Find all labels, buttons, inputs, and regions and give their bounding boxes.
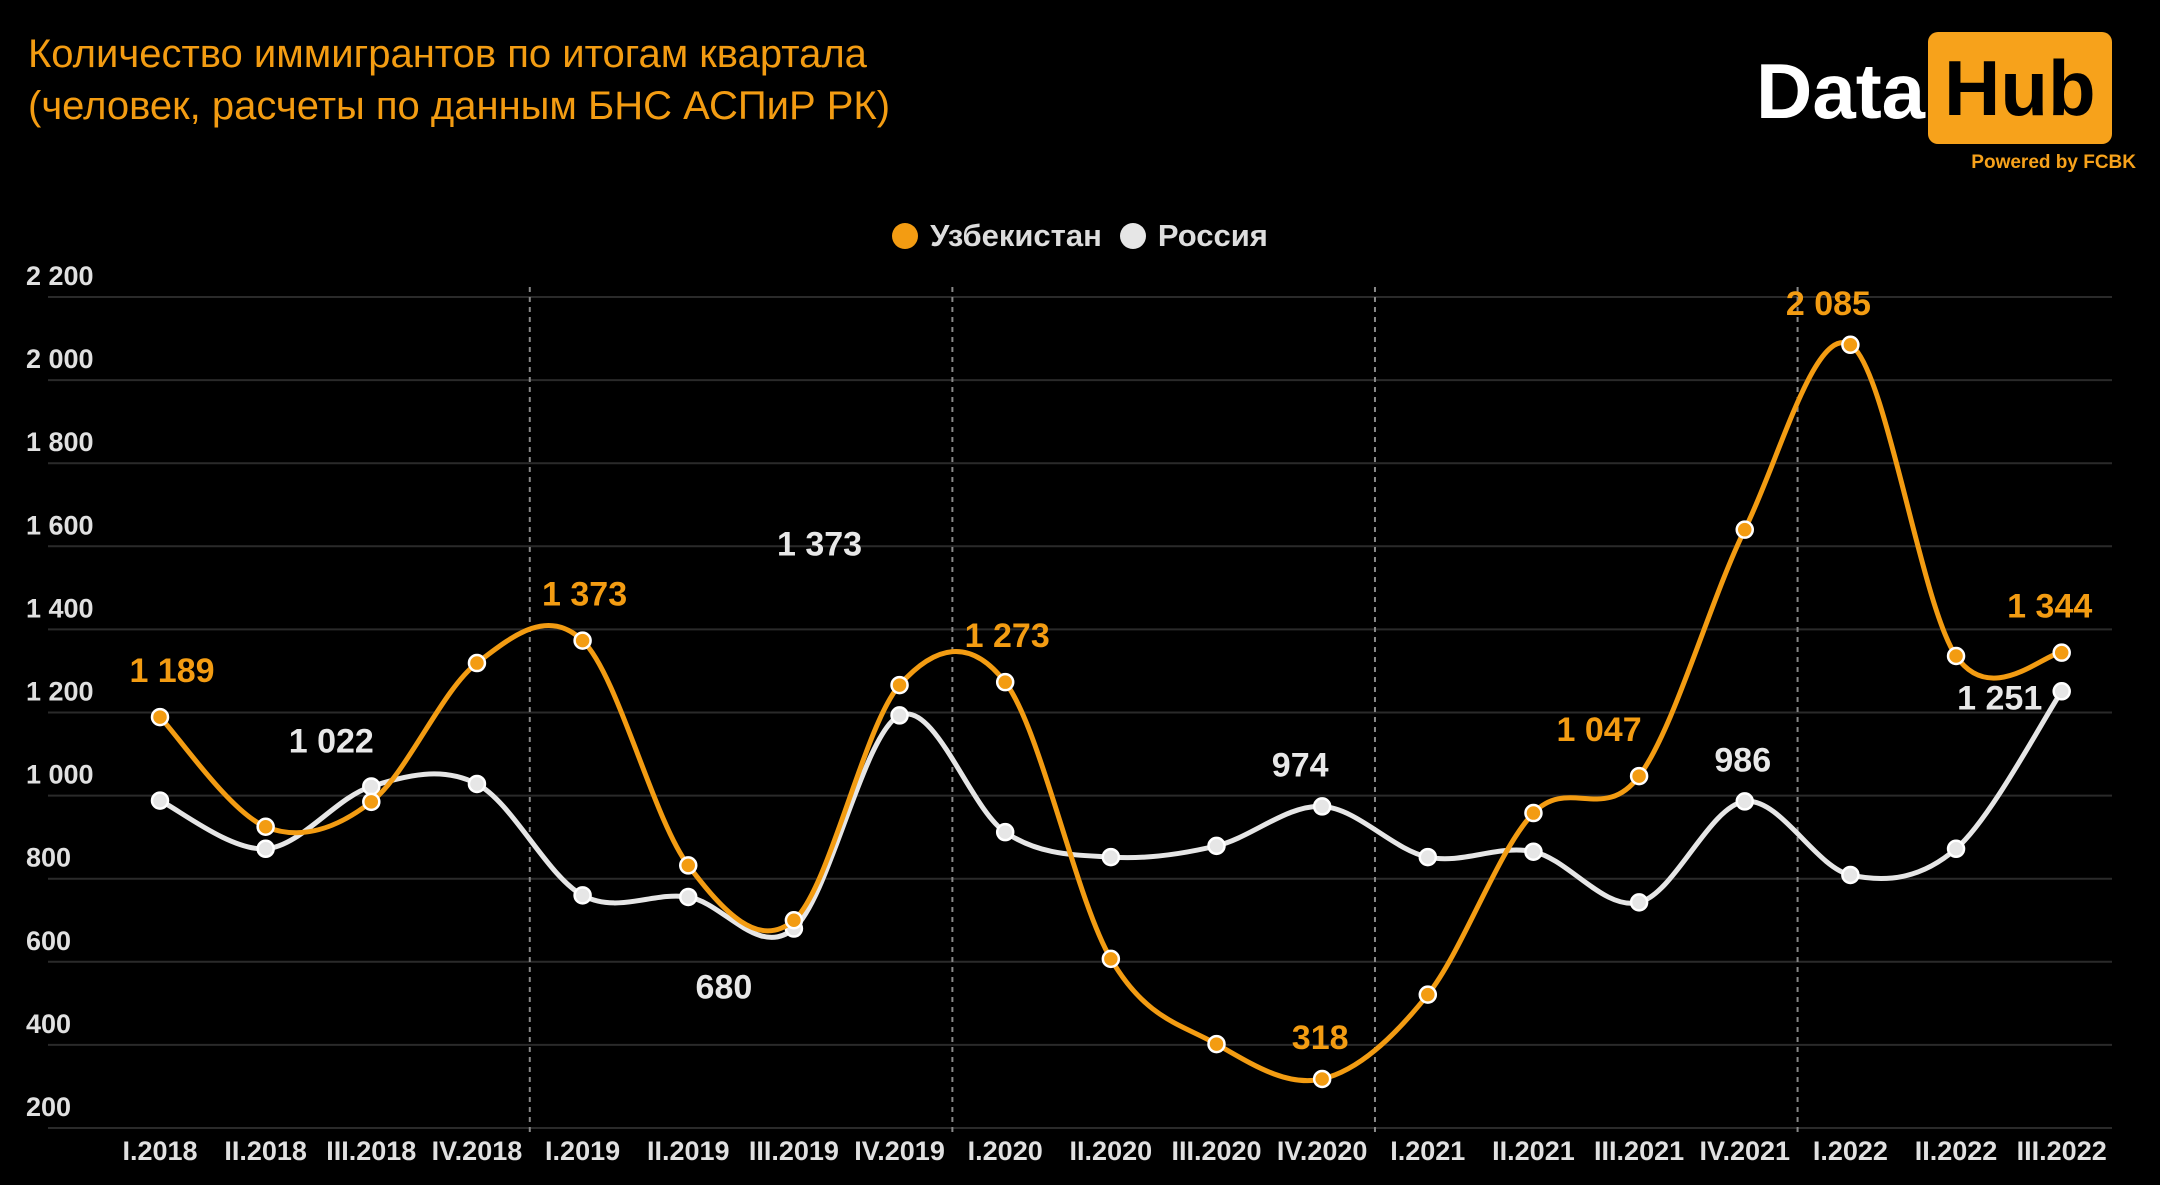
data-point [573, 886, 592, 905]
datahub-logo: Data Hub Powered by FCBK [1756, 28, 2136, 178]
data-point [1418, 985, 1438, 1004]
data-label: 680 [696, 969, 753, 1007]
data-point [150, 707, 170, 727]
legend-item-russia: Россия [1119, 218, 1268, 254]
data-point [467, 653, 487, 673]
data-point [679, 856, 698, 875]
y-tick-label: 800 [26, 843, 71, 873]
y-tick-label: 1 200 [26, 677, 94, 707]
data-point [1629, 766, 1649, 786]
series-russia: 1 022 680 1 373 974 986 1 251 [150, 525, 2071, 1007]
data-point [1946, 646, 1966, 666]
logo-data-text: Data [1756, 47, 1926, 135]
legend-label: Узбекистан [930, 218, 1102, 253]
data-point [995, 822, 1015, 842]
x-tick-label: IV.2018 [432, 1136, 523, 1166]
data-point [467, 774, 487, 794]
y-tick-label: 400 [26, 1009, 71, 1039]
data-point [1207, 836, 1226, 856]
x-tick-label: III.2020 [1171, 1136, 1261, 1166]
data-point [995, 672, 1015, 692]
data-point [362, 777, 381, 796]
data-point [1418, 847, 1438, 867]
x-tick-label: I.2018 [122, 1136, 197, 1166]
x-tick-label: I.2022 [1813, 1136, 1888, 1166]
data-label: 1 344 [2007, 588, 2092, 626]
x-tick-label: III.2019 [749, 1136, 839, 1166]
data-point [890, 675, 909, 695]
logo-powered-by: Powered by FCBK [1971, 152, 2136, 173]
data-point [679, 887, 698, 907]
data-point [1312, 1069, 1332, 1089]
data-point [362, 792, 381, 812]
logo-hub-text: Hub [1928, 32, 2112, 144]
data-label: 1 047 [1557, 711, 1642, 749]
y-tick-label: 1 000 [26, 760, 94, 790]
y-tick-label: 600 [26, 926, 71, 956]
data-point [2052, 682, 2071, 701]
data-point [1841, 335, 1860, 355]
data-label: 1 273 [965, 617, 1050, 655]
x-tick-label: II.2018 [224, 1136, 307, 1166]
data-point [1312, 797, 1332, 816]
x-tick-label: II.2020 [1070, 1136, 1153, 1166]
y-tick-label: 200 [26, 1092, 71, 1122]
data-point [256, 839, 275, 859]
x-tick-label: IV.2019 [854, 1136, 945, 1166]
data-label: 1 373 [542, 576, 627, 614]
x-tick-label: II.2021 [1492, 1136, 1575, 1166]
data-point [784, 911, 804, 930]
data-label: 1 373 [777, 525, 862, 563]
data-point [1101, 847, 1121, 867]
x-tick-label: II.2022 [1915, 1136, 1998, 1166]
data-point [1629, 893, 1649, 912]
y-tick-label: 1 400 [26, 593, 94, 623]
data-label: 1 251 [1957, 679, 2042, 717]
x-tick-label: I.2020 [968, 1136, 1043, 1166]
title-line-1: Количество иммигрантов по итогам квартал… [28, 32, 867, 76]
chart-title: Количество иммигрантов по итогам квартал… [28, 28, 890, 132]
data-label: 986 [1714, 741, 1771, 779]
x-tick-label: III.2022 [2017, 1136, 2107, 1166]
x-tick-label: IV.2020 [1277, 1136, 1368, 1166]
data-point [1524, 803, 1543, 823]
y-tick-label: 1 600 [26, 510, 94, 540]
data-point [1735, 792, 1754, 811]
data-point [1101, 949, 1121, 969]
y-tick-label: 1 800 [26, 427, 94, 457]
data-point [1735, 520, 1754, 539]
title-line-2: (человек, расчеты по данным БНС АСПиР РК… [28, 84, 891, 128]
data-point [1946, 839, 1966, 859]
data-point [890, 706, 909, 725]
data-point [150, 791, 170, 810]
series-uzbekistan: 1 189 1 373 1 273 318 1 047 2 085 1 344 [129, 285, 2092, 1089]
x-tick-label: II.2019 [647, 1136, 730, 1166]
data-point [1524, 842, 1543, 861]
legend-item-uzbekistan: Узбекистан [892, 218, 1102, 254]
x-tick-label: I.2021 [1390, 1136, 1465, 1166]
x-tick-label: III.2021 [1594, 1136, 1684, 1166]
legend-label: Россия [1157, 218, 1268, 253]
y-tick-label: 2 000 [26, 344, 94, 374]
legend-dot-icon [1119, 223, 1146, 249]
data-label: 974 [1272, 746, 1329, 784]
data-point [2052, 643, 2071, 662]
x-tick-label: IV.2021 [1699, 1136, 1790, 1166]
data-label: 1 189 [129, 652, 214, 690]
data-point [1841, 865, 1860, 885]
data-label: 2 085 [1786, 285, 1871, 323]
x-tick-label: I.2019 [545, 1136, 620, 1166]
x-tick-label: III.2018 [326, 1136, 416, 1166]
data-label: 1 022 [289, 722, 374, 760]
series-line [158, 689, 2064, 940]
data-label: 318 [1292, 1019, 1349, 1057]
data-point [256, 817, 275, 837]
data-point [573, 631, 592, 650]
legend-dot-icon [892, 223, 919, 249]
data-point [1207, 1034, 1226, 1054]
y-tick-label: 2 200 [26, 261, 94, 291]
legend: Узбекистан Россия [0, 218, 2160, 254]
